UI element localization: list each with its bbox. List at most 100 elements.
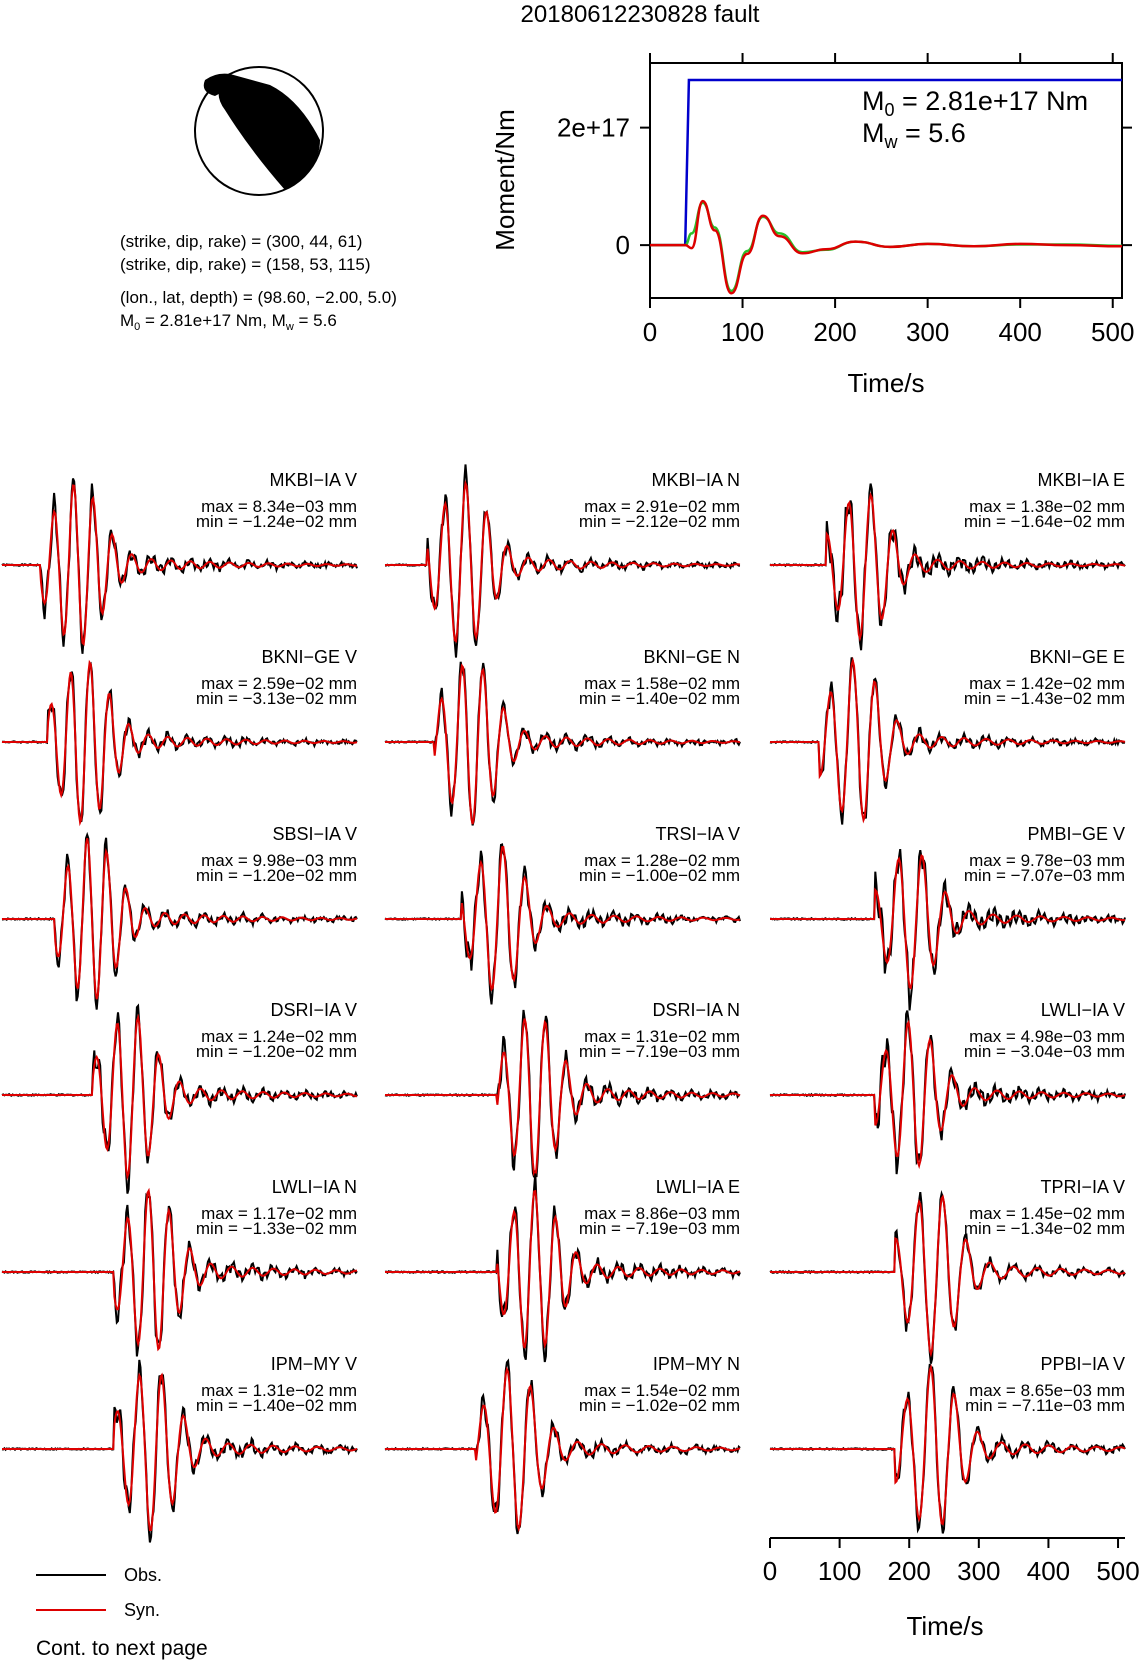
moment-line: M0 = 2.81e+17 Nm, Mw = 5.6 (120, 311, 337, 333)
station-label: BKNI−GE N (643, 647, 740, 667)
min-label: min = −1.43e−02 mm (964, 689, 1125, 708)
min-label: min = −1.33e−02 mm (196, 1219, 357, 1238)
station-label: BKNI−GE V (261, 647, 357, 667)
moment-plot-frame (649, 62, 1123, 299)
min-label: min = −1.24e−02 mm (196, 512, 357, 531)
max-label: max = 9.78e−03 mm (969, 851, 1125, 870)
moment-annotation-m0: M0 = 2.81e+17 Nm (862, 86, 1088, 120)
moment-xtick-label: 400 (999, 317, 1042, 347)
min-label: min = −1.02e−02 mm (579, 1396, 740, 1415)
moment-xtick-label: 500 (1091, 317, 1134, 347)
time-axis-tick-label: 200 (888, 1556, 931, 1586)
moment-xtick-label: 200 (813, 317, 856, 347)
min-label: min = −1.20e−02 mm (196, 866, 357, 885)
continuation-note: Cont. to next page (36, 1637, 208, 1660)
min-label: min = −7.19e−03 mm (579, 1219, 740, 1238)
synthetic-trace (770, 853, 1126, 990)
synthetic-trace (770, 1194, 1126, 1358)
synthetic-trace (385, 1018, 741, 1180)
max-label: max = 1.58e−02 mm (584, 674, 740, 693)
time-axis-tick-label: 0 (763, 1556, 777, 1586)
figure-title: 20180612230828 fault (521, 1, 760, 28)
min-label: min = −1.00e−02 mm (579, 866, 740, 885)
max-label: max = 9.98e−03 mm (201, 851, 357, 870)
synthetic-trace (2, 659, 358, 827)
moment-annotation-mw: Mw = 5.6 (862, 118, 966, 152)
max-label: max = 2.59e−02 mm (201, 674, 357, 693)
station-label: MKBI−IA E (1037, 470, 1125, 490)
moment-xlabel: Time/s (847, 368, 924, 398)
max-label: max = 8.86e−03 mm (584, 1204, 740, 1223)
observed-trace (1, 661, 358, 823)
moment-axes: 0 100 200 300 400 500 0 2e+17 (557, 53, 1134, 347)
max-label: max = 1.38e−02 mm (969, 497, 1125, 516)
station-label: IPM−MY V (271, 1354, 357, 1374)
synthetic-trace (385, 1366, 741, 1533)
min-label: min = −7.19e−03 mm (579, 1042, 740, 1061)
max-label: max = 1.31e−02 mm (201, 1381, 357, 1400)
waveform-time-axis: 0 100 200 300 400 500 (763, 1537, 1139, 1586)
time-axis-tick-label: 400 (1027, 1556, 1070, 1586)
station-label: LWLI−IA N (272, 1177, 357, 1197)
synthetic-trace (2, 838, 358, 1000)
waveform-xlabel: Time/s (906, 1611, 983, 1641)
min-label: min = −1.40e−02 mm (579, 689, 740, 708)
max-label: max = 1.24e−02 mm (201, 1027, 357, 1046)
synthetic-trace (770, 1019, 1126, 1170)
min-label: min = −3.04e−03 mm (964, 1042, 1125, 1061)
max-label: max = 1.28e−02 mm (584, 851, 740, 870)
beachball-icon (194, 66, 324, 196)
min-label: min = −7.07e−03 mm (964, 866, 1125, 885)
station-label: PPBI−IA V (1040, 1354, 1125, 1374)
min-label: min = −3.13e−02 mm (196, 689, 357, 708)
max-label: max = 4.98e−03 mm (969, 1027, 1125, 1046)
synthetic-trace (770, 491, 1126, 642)
max-label: max = 8.65e−03 mm (969, 1381, 1125, 1400)
synthetic-trace (770, 656, 1126, 824)
min-label: min = −2.12e−02 mm (579, 512, 740, 531)
synthetic-trace (2, 484, 357, 647)
time-axis-tick-label: 300 (957, 1556, 1000, 1586)
observed-trace (384, 1173, 741, 1363)
moment-series-line (649, 199, 1123, 295)
max-label: max = 8.34e−03 mm (201, 497, 357, 516)
legend-syn-label: Syn. (124, 1600, 160, 1620)
synthetic-trace (385, 1189, 741, 1349)
station-label: DSRI−IA N (652, 1000, 740, 1020)
time-axis-tick-label: 100 (818, 1556, 861, 1586)
observed-trace (769, 483, 1126, 651)
max-label: max = 1.17e−02 mm (201, 1204, 357, 1223)
moment-ytick-label: 2e+17 (557, 113, 630, 143)
station-label: DSRI−IA V (270, 1000, 357, 1020)
moment-xtick-label: 0 (643, 317, 657, 347)
min-label: min = −1.34e−02 mm (964, 1219, 1125, 1238)
max-label: max = 1.45e−02 mm (969, 1204, 1125, 1223)
legend: Obs. Syn. (36, 1565, 162, 1620)
station-label: MKBI−IA V (269, 470, 357, 490)
station-label: BKNI−GE E (1029, 647, 1125, 667)
station-label: LWLI−IA E (656, 1177, 740, 1197)
moment-ylabel: Moment/Nm (490, 109, 520, 251)
min-label: min = −1.20e−02 mm (196, 1042, 357, 1061)
synthetic-trace (385, 845, 741, 992)
max-label: max = 1.54e−02 mm (584, 1381, 740, 1400)
moment-series (649, 78, 1123, 295)
station-label: MKBI−IA N (651, 470, 740, 490)
min-label: min = −7.11e−03 mm (965, 1396, 1125, 1415)
max-label: max = 1.42e−02 mm (969, 674, 1125, 693)
moment-xtick-label: 100 (721, 317, 764, 347)
